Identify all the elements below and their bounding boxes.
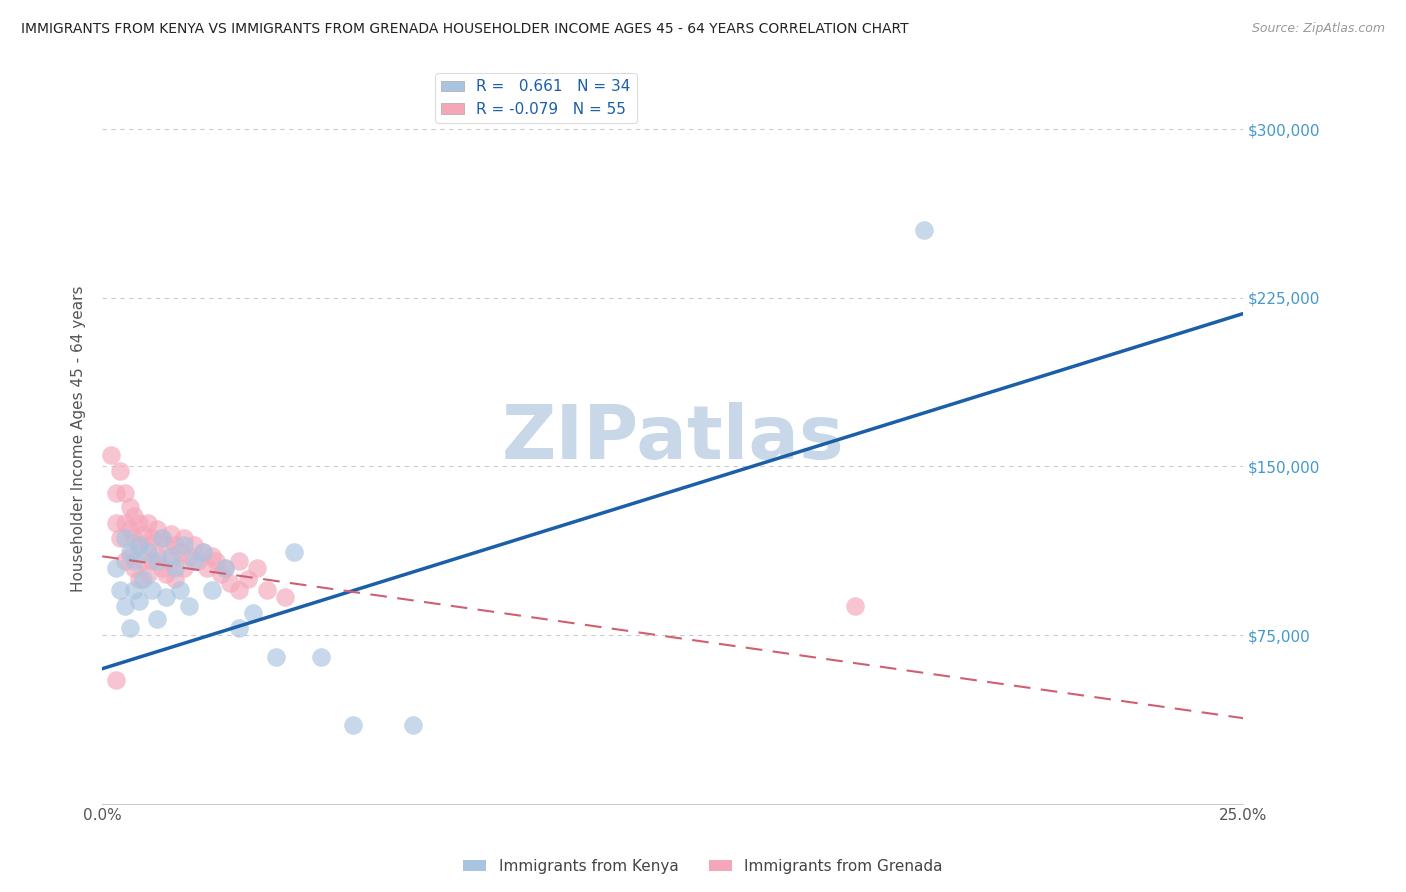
Point bbox=[165, 560, 187, 574]
Point bbox=[114, 599, 136, 613]
Point bbox=[114, 516, 136, 530]
Point bbox=[136, 516, 159, 530]
Point bbox=[136, 567, 159, 582]
Point bbox=[141, 554, 163, 568]
Point bbox=[242, 606, 264, 620]
Point bbox=[122, 508, 145, 523]
Point bbox=[128, 594, 150, 608]
Point bbox=[110, 582, 132, 597]
Point bbox=[150, 560, 173, 574]
Point bbox=[173, 560, 195, 574]
Point bbox=[214, 560, 236, 574]
Point bbox=[141, 532, 163, 546]
Point bbox=[283, 545, 305, 559]
Point bbox=[209, 567, 232, 582]
Point bbox=[201, 582, 224, 597]
Point bbox=[173, 532, 195, 546]
Text: Source: ZipAtlas.com: Source: ZipAtlas.com bbox=[1251, 22, 1385, 36]
Point bbox=[128, 538, 150, 552]
Y-axis label: Householder Income Ages 45 - 64 years: Householder Income Ages 45 - 64 years bbox=[72, 285, 86, 591]
Point bbox=[155, 538, 177, 552]
Point bbox=[195, 560, 218, 574]
Legend: R =   0.661   N = 34, R = -0.079   N = 55: R = 0.661 N = 34, R = -0.079 N = 55 bbox=[434, 73, 637, 123]
Point bbox=[177, 599, 200, 613]
Point bbox=[104, 673, 127, 687]
Point bbox=[169, 545, 191, 559]
Point bbox=[150, 532, 173, 546]
Point bbox=[228, 582, 250, 597]
Point bbox=[146, 549, 169, 564]
Point bbox=[165, 572, 187, 586]
Point bbox=[238, 572, 260, 586]
Point bbox=[128, 572, 150, 586]
Point bbox=[114, 532, 136, 546]
Point bbox=[132, 526, 155, 541]
Point bbox=[150, 532, 173, 546]
Point bbox=[165, 538, 187, 552]
Point bbox=[311, 650, 333, 665]
Point bbox=[104, 486, 127, 500]
Point bbox=[191, 545, 214, 559]
Point bbox=[173, 538, 195, 552]
Point bbox=[146, 612, 169, 626]
Point bbox=[128, 538, 150, 552]
Point bbox=[183, 554, 205, 568]
Point bbox=[183, 538, 205, 552]
Point bbox=[118, 500, 141, 514]
Point bbox=[246, 560, 269, 574]
Point bbox=[110, 532, 132, 546]
Point bbox=[201, 549, 224, 564]
Point bbox=[274, 590, 297, 604]
Point bbox=[214, 560, 236, 574]
Point bbox=[118, 522, 141, 536]
Point bbox=[264, 650, 287, 665]
Point bbox=[187, 554, 209, 568]
Point bbox=[100, 448, 122, 462]
Point bbox=[177, 549, 200, 564]
Point bbox=[205, 554, 228, 568]
Legend: Immigrants from Kenya, Immigrants from Grenada: Immigrants from Kenya, Immigrants from G… bbox=[457, 853, 949, 880]
Point bbox=[401, 718, 423, 732]
Point bbox=[155, 590, 177, 604]
Point bbox=[228, 621, 250, 635]
Point bbox=[114, 486, 136, 500]
Point bbox=[118, 545, 141, 559]
Point bbox=[128, 516, 150, 530]
Point bbox=[118, 549, 141, 564]
Point bbox=[136, 545, 159, 559]
Point bbox=[122, 560, 145, 574]
Point bbox=[342, 718, 364, 732]
Point bbox=[104, 516, 127, 530]
Point bbox=[122, 532, 145, 546]
Text: IMMIGRANTS FROM KENYA VS IMMIGRANTS FROM GRENADA HOUSEHOLDER INCOME AGES 45 - 64: IMMIGRANTS FROM KENYA VS IMMIGRANTS FROM… bbox=[21, 22, 908, 37]
Point bbox=[122, 582, 145, 597]
Point bbox=[118, 621, 141, 635]
Point bbox=[136, 538, 159, 552]
Point bbox=[159, 526, 181, 541]
Point bbox=[844, 599, 866, 613]
Point bbox=[155, 567, 177, 582]
Point bbox=[912, 223, 935, 237]
Point bbox=[228, 554, 250, 568]
Point bbox=[169, 582, 191, 597]
Point bbox=[132, 572, 155, 586]
Point bbox=[122, 554, 145, 568]
Point bbox=[114, 554, 136, 568]
Point bbox=[159, 549, 181, 564]
Point bbox=[141, 582, 163, 597]
Point bbox=[146, 554, 169, 568]
Point bbox=[146, 522, 169, 536]
Point bbox=[104, 560, 127, 574]
Point bbox=[219, 576, 242, 591]
Point bbox=[110, 464, 132, 478]
Point bbox=[159, 554, 181, 568]
Text: ZIPatlas: ZIPatlas bbox=[502, 401, 844, 475]
Point bbox=[132, 554, 155, 568]
Point bbox=[256, 582, 278, 597]
Point bbox=[191, 545, 214, 559]
